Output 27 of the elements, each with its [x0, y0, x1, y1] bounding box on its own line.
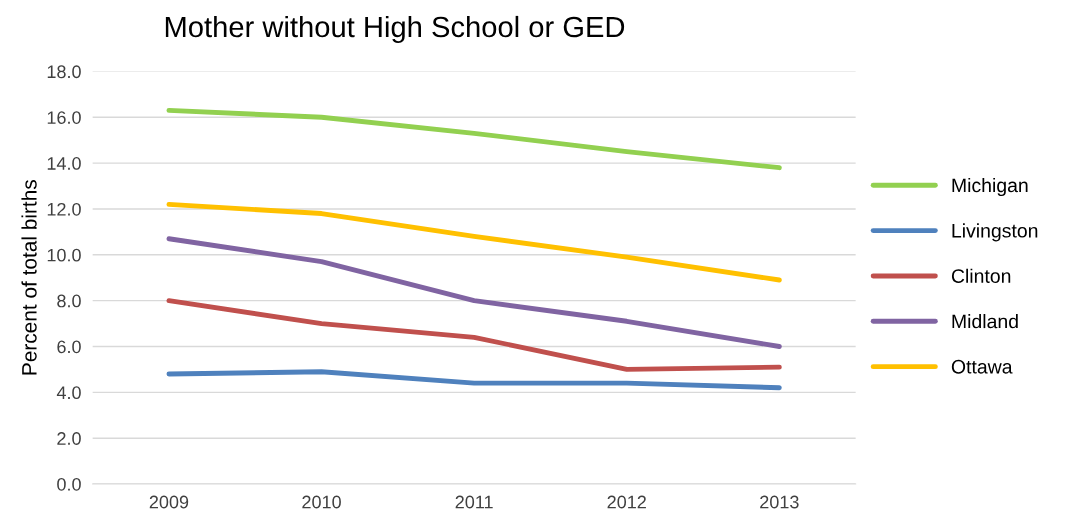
line-series: [166, 201, 782, 283]
x-tick-label: 2009: [149, 495, 189, 509]
y-tick-label: 8.0: [57, 294, 81, 308]
x-tick-label: 2012: [607, 495, 646, 509]
legend-label: Ottawa: [951, 359, 1013, 374]
y-tick-label: 14.0: [47, 157, 81, 170]
line-series: [166, 107, 782, 171]
y-tick-label: 12.0: [47, 202, 81, 216]
legend-label: Clinton: [951, 268, 1011, 283]
y-tick-label: 10.0: [47, 248, 81, 262]
y-tick-label: 2.0: [57, 432, 81, 445]
x-tick-label: 2013: [760, 495, 799, 509]
legend-label: Midland: [952, 314, 1018, 329]
legend-label: Michigan: [952, 177, 1028, 197]
chart-title: Mother without High School or GED: [165, 15, 625, 44]
line-series: [166, 236, 782, 349]
line-series: [166, 298, 782, 372]
y-tick-label: 0.0: [57, 477, 81, 491]
y-tick-label: 18.0: [47, 65, 81, 79]
x-tick-label: 2010: [302, 495, 341, 509]
legend-label: Livingston: [952, 223, 1038, 242]
y-tick-label: 16.0: [47, 111, 81, 124]
x-tick-label: 2011: [455, 495, 493, 509]
line-series: [166, 369, 782, 391]
y-axis-title: Percent of total births: [21, 180, 37, 375]
y-tick-label: 6.0: [57, 340, 81, 354]
y-tick-label: 4.0: [56, 386, 81, 400]
